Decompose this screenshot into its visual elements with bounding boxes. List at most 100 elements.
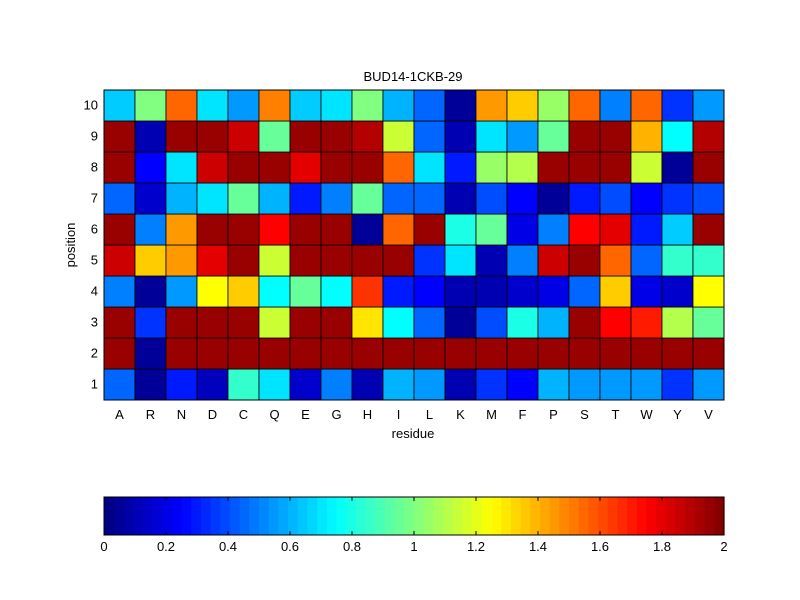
heatmap-cell — [568, 151, 601, 184]
y-tick-label: 4 — [91, 284, 98, 299]
heatmap-cell — [351, 151, 384, 184]
heatmap-cell — [227, 120, 260, 153]
heatmap-cell — [382, 275, 415, 308]
heatmap-cell — [444, 244, 477, 277]
heatmap-cell — [630, 89, 663, 122]
colorbar-step — [326, 497, 338, 535]
heatmap-cell — [382, 120, 415, 153]
heatmap-cell — [227, 89, 260, 122]
heatmap-cell — [630, 182, 663, 215]
heatmap-cell — [165, 213, 198, 246]
heatmap-cell — [599, 244, 632, 277]
heatmap-cell — [134, 182, 167, 215]
heatmap-cell — [289, 89, 322, 122]
heatmap-cell — [475, 244, 508, 277]
colorbar-step — [355, 497, 367, 535]
heatmap-cell — [103, 89, 136, 122]
heatmap-cell — [258, 306, 291, 339]
heatmap-cell — [444, 368, 477, 401]
colorbar-tick-label: 1.4 — [529, 539, 547, 554]
heatmap-cell — [320, 306, 353, 339]
heatmap-cell — [320, 182, 353, 215]
x-tick-label: P — [549, 407, 558, 422]
heatmap-cell — [661, 244, 694, 277]
colorbar-step — [617, 497, 628, 535]
heatmap-cell — [537, 151, 570, 184]
heatmap-cell — [537, 337, 570, 370]
heatmap-cell — [568, 182, 601, 215]
colorbar-step — [259, 497, 270, 535]
heatmap-cell — [351, 213, 384, 246]
heatmap-cell — [227, 306, 260, 339]
heatmap-cell — [103, 151, 136, 184]
heatmap-cell — [289, 120, 322, 153]
colorbar-step — [443, 497, 454, 535]
colorbar-tick-label: 1.2 — [467, 539, 485, 554]
colorbar-step — [627, 497, 638, 535]
heatmap-cell — [568, 368, 601, 401]
colorbar-step — [288, 497, 299, 535]
heatmap-cell — [103, 306, 136, 339]
heatmap-cell — [630, 244, 663, 277]
colorbar-step — [549, 497, 560, 535]
colorbar-step — [414, 497, 425, 535]
colorbar-tick-label: 0.4 — [219, 539, 237, 554]
heatmap-cell — [692, 182, 725, 215]
heatmap-cell — [506, 89, 539, 122]
heatmap-cell — [568, 244, 601, 277]
heatmap-cell — [413, 368, 446, 401]
heatmap-cell — [413, 151, 446, 184]
colorbar-step — [598, 497, 609, 535]
heatmap-cell — [320, 275, 353, 308]
heatmap-cell — [661, 337, 694, 370]
heatmap-cell — [258, 182, 291, 215]
heatmap-cell — [692, 89, 725, 122]
colorbar-step — [123, 497, 134, 535]
heatmap-cell — [568, 306, 601, 339]
x-tick-label: F — [519, 407, 527, 422]
x-tick-label: T — [612, 407, 620, 422]
heatmap-cell — [165, 306, 198, 339]
heatmap-cell — [599, 213, 632, 246]
heatmap-cell — [165, 337, 198, 370]
heatmap-cell — [661, 306, 694, 339]
heatmap-cell — [351, 306, 384, 339]
colorbar-tick-labels: 0 0.2 0.4 0.6 0.8 1 1.2 1.4 1.6 1.8 2 — [100, 497, 728, 554]
heatmap-cell — [506, 244, 539, 277]
heatmap-cell — [661, 182, 694, 215]
heatmap-cell — [630, 120, 663, 153]
colorbar-step — [578, 497, 589, 535]
colorbar-step — [472, 497, 483, 535]
colorbar-step — [317, 497, 328, 535]
heatmap-cell — [351, 182, 384, 215]
heatmap-cell — [103, 213, 136, 246]
heatmap-cell — [475, 151, 508, 184]
heatmap-cell — [537, 89, 570, 122]
heatmap-cell — [134, 368, 167, 401]
heatmap-cell — [506, 213, 539, 246]
x-tick-label: L — [426, 407, 433, 422]
heatmap-cell — [475, 368, 508, 401]
heatmap-frame — [103, 89, 725, 401]
heatmap-cell — [537, 306, 570, 339]
heatmap-cell — [382, 151, 415, 184]
heatmap-cell — [599, 89, 632, 122]
heatmap-cell — [258, 151, 291, 184]
heatmap-cell — [351, 275, 384, 308]
heatmap-cell — [413, 275, 446, 308]
heatmap-cell — [258, 120, 291, 153]
colorbar-step — [501, 497, 512, 535]
colorbar-step — [200, 497, 212, 535]
heatmap-cell — [134, 275, 167, 308]
heatmap-cell — [134, 151, 167, 184]
heatmap-cell — [351, 368, 384, 401]
colorbar-step — [375, 497, 386, 535]
heatmap-cell — [103, 120, 136, 153]
heatmap-cell — [661, 368, 694, 401]
heatmap-cell — [196, 337, 229, 370]
colorbar-step — [384, 497, 396, 535]
heatmap-cell — [351, 89, 384, 122]
colorbar-step — [133, 497, 144, 535]
colorbar-step — [481, 497, 493, 535]
heatmap-cell — [103, 368, 136, 401]
